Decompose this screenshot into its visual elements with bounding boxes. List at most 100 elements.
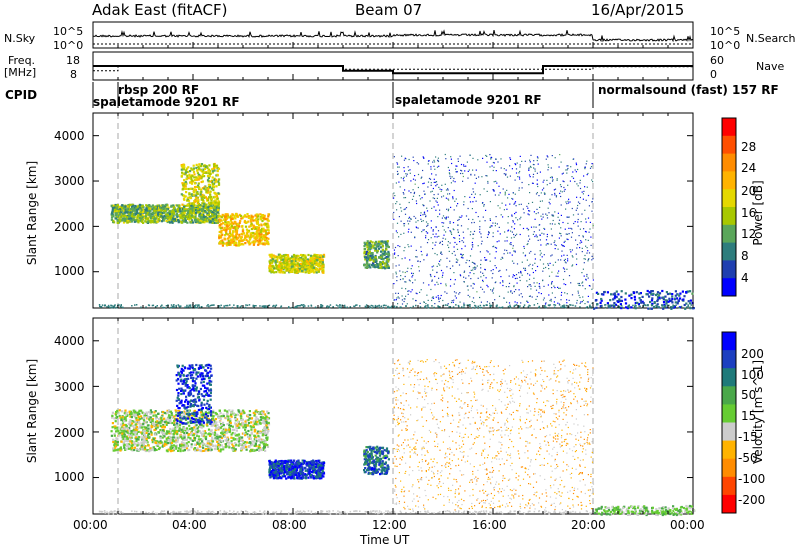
power-echo [185,187,188,190]
xtick-1: 04:00 [172,518,207,532]
power-echo [437,160,439,162]
power-echo [515,211,517,213]
power-echo [434,236,436,238]
power-echo [270,265,273,268]
power-echo [185,178,188,181]
power-echo [200,214,204,217]
power-echo [198,215,201,218]
power-echo [469,305,471,308]
power-echo [502,216,504,218]
power-echo [186,211,190,215]
power-echo [136,215,139,218]
power-echo [498,240,500,242]
power-echo [614,303,618,306]
power-echo [394,195,396,197]
power-echo [500,306,502,309]
power-echo [372,306,375,309]
power-echo [437,295,439,297]
power-echo [442,195,445,197]
power-echo [201,209,204,212]
power-echo [560,214,562,216]
power-echo [432,297,435,299]
power-echo [120,304,122,306]
power-echo [190,211,193,214]
power-echo [688,302,692,305]
power-echo [201,202,204,205]
power-echo [533,231,535,233]
power-echo [267,224,270,227]
power-echo [211,181,214,184]
power-echo [537,157,539,159]
power-echo [196,192,199,195]
power-echo [456,205,458,207]
power-echo [572,171,574,173]
velocity-echo [259,438,262,441]
power-echo [432,269,434,271]
power-echo [656,293,659,296]
power-echo [576,196,578,198]
power-echo [185,170,188,174]
power-echo [205,205,208,208]
power-echo [502,281,504,283]
power-echo [449,193,451,195]
power-echo [293,266,296,269]
power-echo [394,257,397,259]
power-echo [228,227,231,230]
power-echo [549,304,551,306]
power-echo [571,249,573,251]
power-echo [579,182,581,184]
power-echo [459,241,461,243]
power-echo [234,217,237,220]
power-echo [441,196,443,198]
power-echo [577,225,579,227]
power-echo [144,211,147,215]
power-echo [217,192,220,195]
power-echo [648,295,651,298]
power-echo [585,239,587,241]
power-echo [107,304,110,307]
power-echo [316,259,319,262]
power-echo [369,240,372,243]
power-echo [499,269,501,272]
power-echo [396,280,398,282]
power-echo [230,218,233,221]
power-echo [538,229,541,231]
power-echo [118,219,121,222]
power-echo [551,176,553,178]
power-echo [198,163,201,166]
power-echo [514,213,516,215]
power-echo [430,168,432,170]
power-echo [656,291,660,294]
power-echo [121,204,124,207]
power-echo [527,207,529,209]
power-echo [690,304,692,306]
velocity-echo [126,429,129,432]
power-echo [471,248,473,250]
power-echo [113,304,116,307]
power-echo [671,293,674,296]
power-echo [547,169,549,171]
power-echo [547,243,550,245]
power-echo [564,261,566,263]
power-echo [180,168,183,171]
power-echo [377,263,380,266]
power-echo [194,219,197,222]
velocity-echo [185,442,188,445]
power-echo [374,304,377,307]
power-echo [173,304,175,306]
power-echo [197,178,200,181]
power-echo [238,213,241,216]
power-echo [233,242,236,245]
power-echo [445,285,447,287]
power-echo [432,296,434,298]
power-echo [145,204,148,207]
power-echo [586,174,588,176]
power-echo [180,305,182,307]
freq-unit: [MHz] [4,66,37,79]
power-echo [499,207,501,209]
velocity-echo [179,450,182,453]
power-echo [533,277,535,279]
power-echo [440,252,442,254]
power-echo [115,215,118,218]
power-echo [160,305,162,308]
